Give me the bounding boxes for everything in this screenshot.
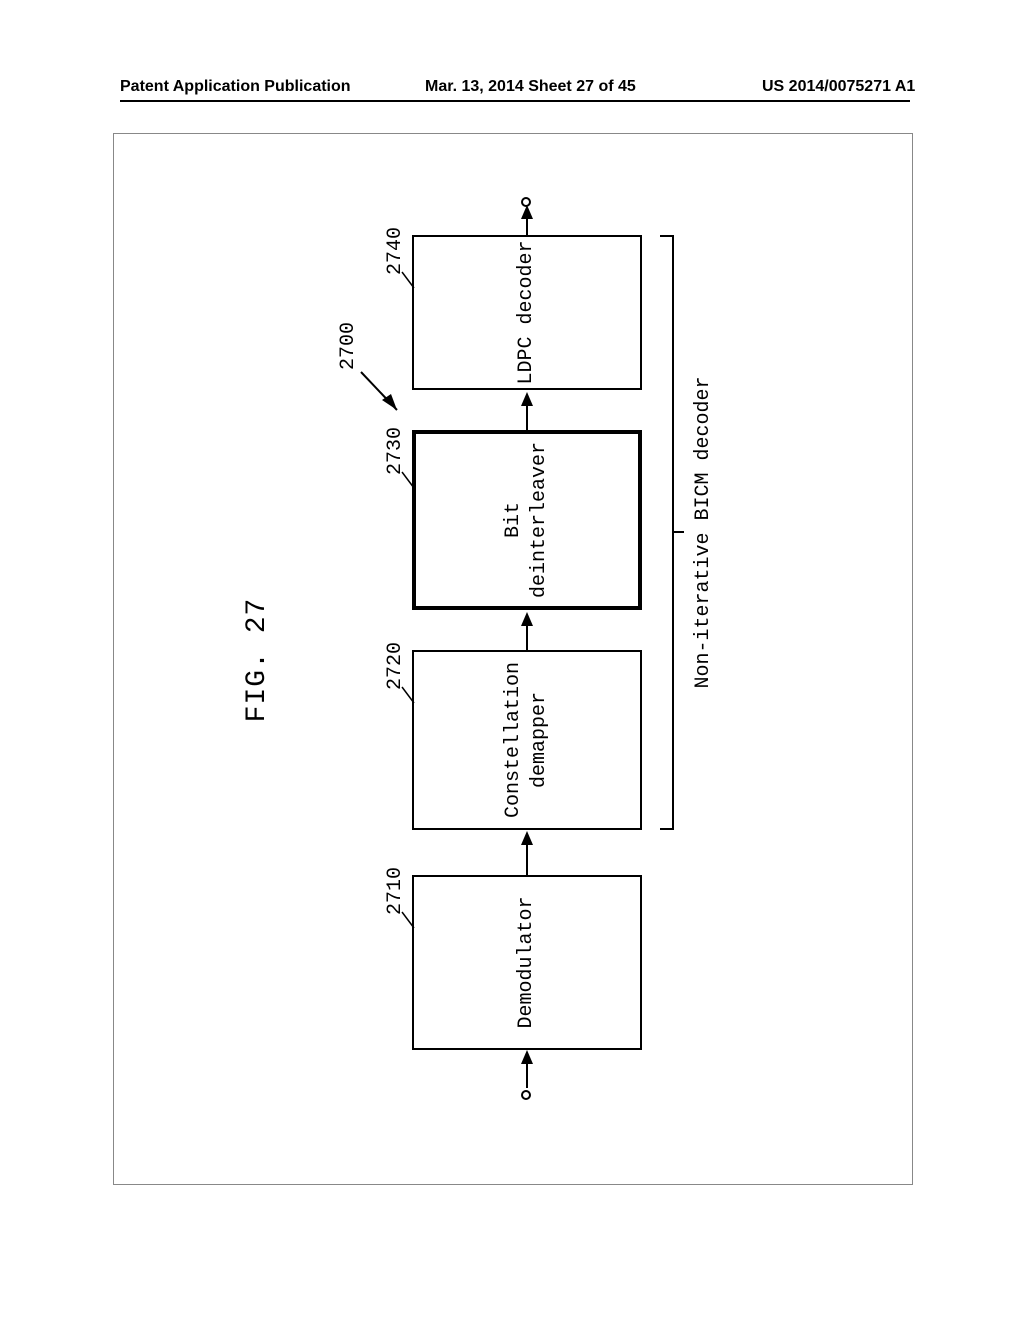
ref-2740: 2740 [384,227,407,275]
ref-2730: 2730 [384,427,407,475]
block-demapper: Constellation demapper [412,650,642,830]
block-deinterleaver: Bit deinterleaver [412,430,642,610]
page: Patent Application Publication Mar. 13, … [0,0,1024,1320]
arrow-3-4-head [521,392,533,406]
header-mid-text: Mar. 13, 2014 Sheet 27 of 45 [425,78,636,96]
input-arrow-head [521,1050,533,1064]
ref-2740-lead [400,270,418,290]
block-diagram: FIG. 27 2700 Demodulator 2710 Constel [242,210,782,1110]
system-ref-label: 2700 [337,322,360,370]
diagram-rotated-wrapper: FIG. 27 2700 Demodulator 2710 Constel [242,210,782,1110]
block-demodulator: Demodulator [412,875,642,1050]
system-ref-arrow [357,365,407,420]
arrow-2-3-head [521,612,533,626]
block-demodulator-label: Demodulator [514,896,540,1028]
block-demapper-label: Constellation demapper [501,662,553,818]
arrow-1-2-line [526,843,528,875]
header-left-text: Patent Application Publication [120,78,351,96]
arrow-2-3-line [526,624,528,650]
output-arrow-line [526,217,528,235]
output-port [521,197,531,207]
ref-2730-lead [400,470,418,490]
arrow-3-4-line [526,404,528,430]
header-rule [120,100,910,102]
ref-2710: 2710 [384,867,407,915]
input-port [521,1090,531,1100]
bracket-label: Non-iterative BICM decoder [692,235,715,830]
ref-2710-lead [400,910,418,930]
ref-2720: 2720 [384,642,407,690]
ref-2720-lead [400,685,418,705]
block-ldpc-decoder: LDPC decoder [412,235,642,390]
arrow-1-2-head [521,831,533,845]
figure-title: FIG. 27 [242,210,273,1110]
block-ldpc-decoder-label: LDPC decoder [514,240,540,384]
block-deinterleaver-label: Bit deinterleaver [501,434,553,606]
bracket [672,235,674,830]
output-arrow-head [521,205,533,219]
input-arrow-line [526,1062,528,1088]
header-right-text: US 2014/0075271 A1 [762,78,915,96]
